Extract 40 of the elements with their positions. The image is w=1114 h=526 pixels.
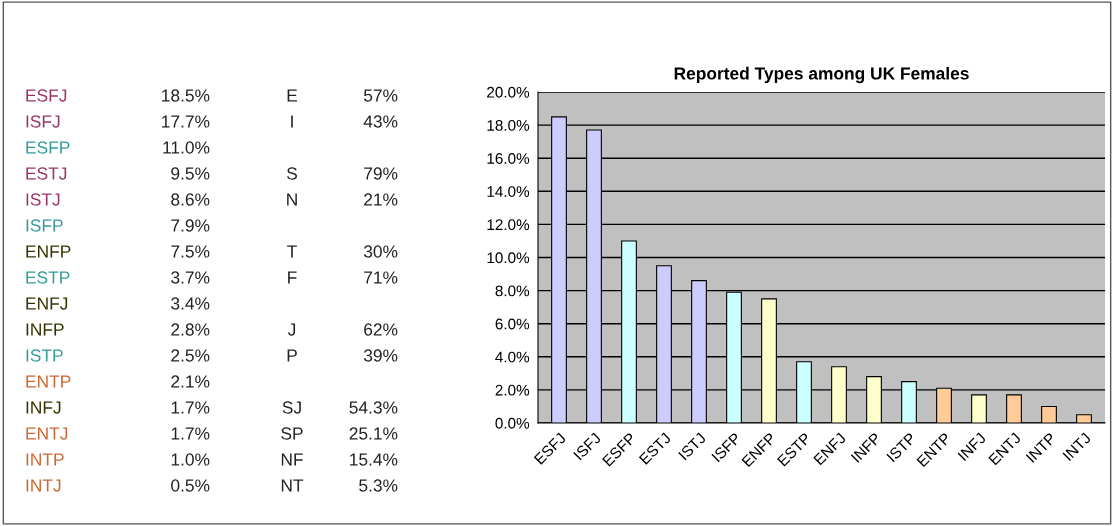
- text: SJ 54.3%: [282, 401, 398, 414]
- text: ISTP 2.5%: [26, 349, 210, 362]
- text: T 30%: [287, 245, 398, 258]
- y-tick-label: 20.0%: [487, 86, 530, 98]
- text: SP 25.1%: [281, 427, 398, 440]
- text: E 57%: [287, 89, 398, 102]
- text: I 43%: [291, 115, 398, 128]
- y-tick-label: 2.0%: [495, 384, 530, 396]
- text: ESTJ 9.5%: [26, 167, 210, 180]
- y-tick-label: 4.0%: [495, 351, 530, 363]
- y-tick-label: 8.0%: [495, 285, 530, 297]
- y-tick-label: 6.0%: [495, 318, 530, 330]
- text: ESTP 3.7%: [26, 271, 210, 284]
- text: N 21%: [287, 193, 398, 206]
- text: ISFJ 17.7%: [26, 115, 210, 128]
- text: INFJ 1.7%: [26, 401, 210, 414]
- y-tick-label: 18.0%: [487, 119, 530, 131]
- text: NF 15.4%: [281, 453, 398, 466]
- text: ENTJ 1.7%: [26, 427, 210, 440]
- text: INTJ 0.5%: [26, 479, 210, 492]
- text: ESFP 11.0%: [26, 141, 210, 154]
- text: ESFJ 18.5%: [26, 89, 210, 102]
- text: F 71%: [288, 271, 398, 284]
- text: ISFP 7.9%: [26, 219, 210, 232]
- chart-title: Reported Types among UK Females: [674, 66, 969, 84]
- text: INTP 1.0%: [26, 453, 210, 466]
- text: ENFP 7.5%: [26, 245, 210, 258]
- text: J 62%: [287, 323, 398, 336]
- y-tick-label: 16.0%: [487, 153, 530, 164]
- text: ENTP 2.1%: [26, 375, 210, 388]
- y-tick-label: 12.0%: [487, 219, 530, 231]
- y-tick-label: 14.0%: [487, 186, 530, 197]
- text: S 79%: [287, 167, 398, 180]
- text: INFP 2.8%: [26, 323, 210, 336]
- text: ISTJ 8.6%: [26, 193, 210, 206]
- text: NT 5.3%: [281, 479, 398, 492]
- y-tick-label: 0.0%: [495, 417, 530, 429]
- text: P 39%: [287, 349, 398, 362]
- text: ENFJ 3.4%: [26, 297, 210, 310]
- y-tick-label: 10.0%: [487, 252, 530, 264]
